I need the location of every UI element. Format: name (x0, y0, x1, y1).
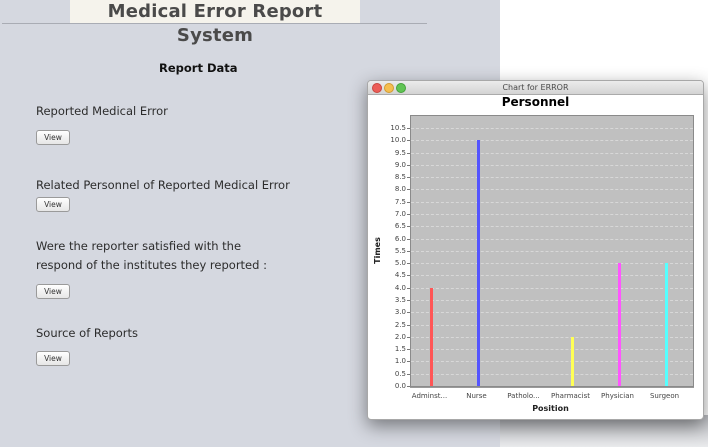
y-tick-label: 1.5 (394, 345, 406, 354)
x-axis-label: Position (532, 404, 569, 413)
y-tick-mark (407, 312, 410, 314)
bar-physician (617, 263, 621, 386)
y-tick-label: 8.0 (394, 185, 406, 194)
y-tick-mark (407, 128, 410, 129)
y-tick-label: 9.5 (394, 148, 406, 157)
gridline (411, 189, 693, 191)
y-tick-mark (407, 275, 410, 277)
related-personnel-label: Related Personnel of Reported Medical Er… (36, 178, 290, 192)
y-tick-label: 2.5 (394, 320, 406, 329)
y-tick-label: 4.5 (394, 271, 406, 280)
y-tick-mark (407, 140, 410, 142)
view-source-of-reports-button[interactable]: View (36, 351, 70, 366)
maximize-window-icon[interactable] (396, 83, 406, 93)
gridline (411, 373, 693, 375)
chart-title: Personnel (501, 95, 570, 109)
gridline (411, 164, 693, 166)
y-tick-mark (407, 324, 410, 326)
bar-nurse (476, 140, 480, 386)
y-tick-mark (407, 201, 410, 203)
y-tick-mark (407, 336, 410, 338)
y-tick-label: 0.0 (394, 382, 406, 390)
gridline (411, 300, 693, 301)
gridline (411, 152, 693, 154)
y-tick-mark (407, 361, 410, 363)
y-tick-mark (407, 189, 410, 191)
y-tick-mark (407, 152, 410, 154)
y-tick-mark (407, 164, 410, 166)
x-tick-label: Patholo... (507, 392, 540, 400)
gridline (411, 201, 693, 203)
gridline (411, 336, 693, 338)
view-reporter-satisfaction-button[interactable]: View (36, 284, 70, 299)
x-tick-label: Nurse (466, 392, 487, 400)
title-divider (2, 23, 427, 24)
x-tick-label: Pharmacist (551, 392, 590, 400)
chart-window: Chart for ERROR Personnel Times 0.0 0.5 1.… (367, 80, 704, 420)
y-tick-mark (407, 349, 410, 351)
gridline (411, 312, 693, 314)
y-tick-mark (407, 300, 410, 301)
y-tick-label: 6.0 (394, 234, 406, 243)
gridline (411, 214, 693, 215)
y-tick-label: 9.0 (394, 160, 406, 169)
reporter-satisfaction-label-line1: Were the reporter satisfied with the (36, 239, 242, 253)
gridline (411, 263, 693, 265)
y-tick-mark (407, 214, 410, 215)
gridline (411, 324, 693, 326)
app-title: Medical Error Report System (70, 0, 360, 46)
y-tick-label: 10.5 (390, 124, 406, 132)
y-tick-label: 7.5 (394, 197, 406, 206)
gridline (411, 349, 693, 351)
y-tick-label: 3.0 (394, 308, 406, 317)
close-window-icon[interactable] (372, 83, 382, 93)
reported-medical-error-label: Reported Medical Error (36, 104, 168, 118)
y-tick-label: 10.0 (390, 136, 406, 145)
gridline (411, 275, 693, 277)
source-of-reports-label: Source of Reports (36, 326, 139, 340)
y-tick-label: 3.5 (394, 296, 406, 304)
y-tick-label: 5.0 (394, 259, 406, 268)
chart-window-titlebar[interactable]: Chart for ERROR (368, 81, 703, 95)
y-tick-label: 1.0 (394, 357, 406, 366)
gridline (411, 128, 693, 129)
y-tick-label: 4.0 (394, 283, 406, 292)
x-axis-line (410, 387, 694, 388)
y-tick-mark (407, 177, 410, 179)
x-tick-label: Physician (601, 392, 634, 400)
y-tick-mark (407, 287, 410, 289)
y-tick-label: 6.5 (394, 222, 406, 231)
minimize-window-icon[interactable] (384, 83, 394, 93)
gridline (411, 226, 693, 228)
gridline (411, 140, 693, 142)
view-reported-medical-error-button[interactable]: View (36, 130, 70, 145)
view-related-personnel-button[interactable]: View (36, 197, 70, 212)
y-tick-mark (407, 386, 410, 387)
y-tick-mark (407, 250, 410, 252)
gridline (411, 238, 693, 240)
y-tick-label: 5.5 (394, 246, 406, 255)
window-shadow (500, 415, 708, 447)
reporter-satisfaction-label-line2: respond of the institutes they reported … (36, 258, 267, 272)
y-tick-label: 0.5 (394, 369, 406, 378)
bar-surgeon (664, 263, 668, 386)
bar-pharmacist (570, 336, 574, 386)
y-tick-label: 8.5 (394, 173, 406, 182)
y-tick-mark (407, 263, 410, 265)
y-tick-mark (407, 238, 410, 240)
y-tick-label: 2.0 (394, 332, 406, 341)
y-tick-mark (407, 373, 410, 375)
gridline (411, 250, 693, 252)
gridline (411, 287, 693, 289)
x-tick-label: Surgeon (649, 392, 680, 400)
y-tick-label: 7.0 (394, 210, 406, 218)
bar-adminst (429, 287, 433, 386)
y-tick-mark (407, 226, 410, 228)
x-tick-label: Adminst... (411, 392, 448, 400)
chart-window-title: Chart for ERROR (502, 83, 569, 92)
gridline (411, 361, 693, 363)
gridline (411, 177, 693, 179)
plot-area (410, 115, 694, 387)
section-title: Report Data (159, 61, 238, 75)
